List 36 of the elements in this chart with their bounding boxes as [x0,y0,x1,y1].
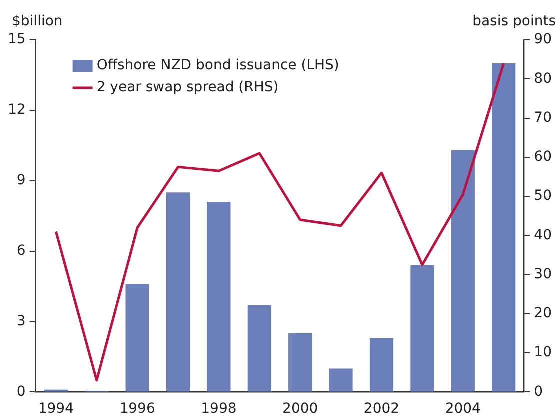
x-tick-label: 2000 [282,401,318,418]
bar [492,63,516,392]
y-tick-label: 0 [16,384,26,400]
y2-tick-label: 60 [534,149,552,166]
bar [207,202,231,392]
y-tick-label: 6 [16,242,26,259]
x-tick-label: 1998 [201,401,237,418]
legend-label: 2 year swap spread (RHS) [96,80,279,96]
bar [248,305,272,392]
x-tick-label: 1996 [120,401,156,418]
y2-tick-label: 50 [534,188,552,204]
bar [166,192,190,392]
bar [126,284,150,392]
y-tick-label: 12 [8,102,26,118]
y-tick-label: 9 [16,172,26,189]
bar [451,150,475,392]
bar [370,338,394,392]
y2-tick-label: 40 [534,227,552,244]
y2-tick-label: 30 [534,266,552,282]
y-tick-label: 15 [8,32,26,48]
bar [288,334,312,392]
y2-axis-title: basis points [472,14,556,30]
bar [410,265,434,392]
y2-tick-label: 10 [534,344,552,361]
x-tick-label: 2004 [445,401,482,418]
y-axis-title: $billion [12,14,63,30]
y-tick-label: 3 [16,313,26,330]
y2-tick-label: 80 [534,70,552,87]
y2-tick-label: 70 [534,110,552,126]
legend-label: Offshore NZD bond issuance (LHS) [96,58,340,74]
bar [329,368,353,392]
x-tick-label: 1994 [38,401,74,418]
y2-tick-label: 0 [534,384,544,400]
y2-tick-label: 20 [534,306,552,322]
y2-tick-label: 90 [534,32,552,48]
x-tick-label: 2002 [364,401,400,418]
